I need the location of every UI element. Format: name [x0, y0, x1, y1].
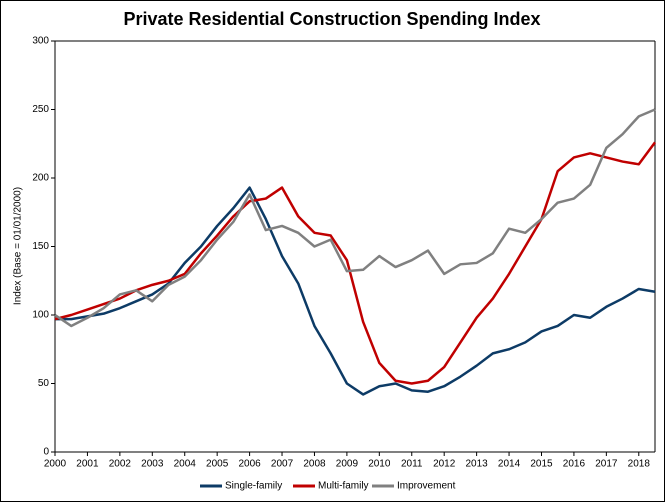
legend-label: Single-family [225, 481, 282, 492]
y-tick-label: 50 [38, 378, 50, 389]
y-tick-label: 150 [32, 241, 49, 252]
x-tick-label: 2012 [433, 459, 456, 470]
x-tick-label: 2006 [238, 459, 261, 470]
x-tick-label: 2008 [303, 459, 326, 470]
series-line [54, 141, 657, 385]
x-tick-label: 2017 [595, 459, 618, 470]
x-tick-label: 2004 [174, 459, 197, 470]
y-tick-label: 250 [32, 104, 49, 115]
x-tick-label: 2001 [76, 459, 99, 470]
x-tick-label: 2002 [109, 459, 132, 470]
x-tick-label: 2014 [498, 459, 521, 470]
series-line [55, 186, 656, 396]
x-tick-label: 2003 [141, 459, 164, 470]
x-tick-label: 2013 [465, 459, 488, 470]
y-axis-label: Index (Base = 01/01/2000) [13, 187, 24, 305]
x-tick-label: 2000 [44, 459, 67, 470]
series-line [54, 108, 656, 328]
x-tick-label: 2009 [336, 459, 359, 470]
x-tick-label: 2015 [530, 459, 553, 470]
y-tick-label: 300 [32, 36, 49, 47]
y-tick-label: 200 [32, 173, 49, 184]
y-tick-label: 0 [43, 447, 49, 458]
x-tick-label: 2016 [563, 459, 586, 470]
x-tick-label: 2005 [206, 459, 229, 470]
legend-label: Multi-family [318, 481, 369, 492]
legend-label: Improvement [397, 481, 456, 492]
x-tick-label: 2010 [368, 459, 391, 470]
x-tick-label: 2011 [401, 459, 423, 470]
x-tick-label: 2018 [628, 459, 651, 470]
x-tick-label: 2007 [271, 459, 294, 470]
y-tick-label: 100 [32, 310, 49, 321]
chart-title: Private Residential Construction Spendin… [123, 9, 540, 29]
